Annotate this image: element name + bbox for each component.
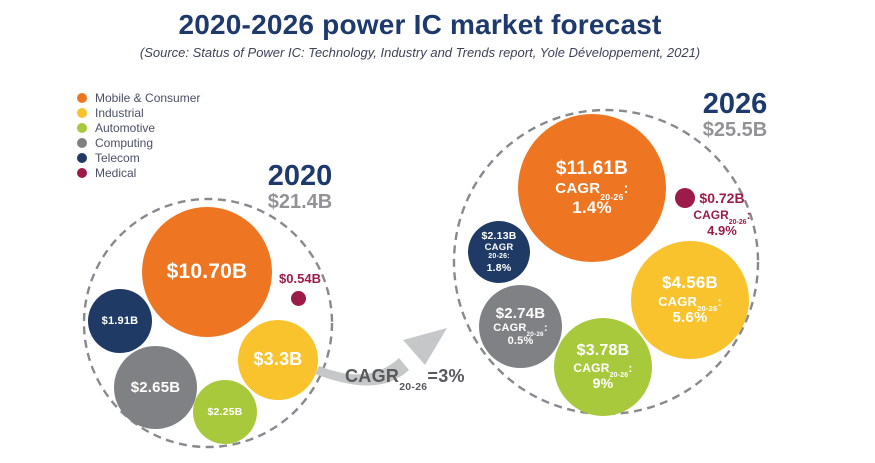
bubble-2026-industrial: $4.56B CAGR20-26: 5.6%	[631, 241, 749, 359]
page-subtitle: (Source: Status of Power IC: Technology,…	[139, 45, 701, 60]
bubble-value: $2.13B	[481, 229, 517, 242]
growth-arrow-icon	[315, 328, 447, 386]
bubble-2020-industrial: $3.3B	[238, 320, 318, 400]
legend-item-medical: Medical	[77, 165, 200, 180]
bubble-2026-medical	[675, 188, 695, 208]
bubble-cagr-value: 0.5%	[507, 335, 534, 348]
medical-2020-label: $0.54B	[279, 271, 321, 286]
legend-dot-icon	[77, 137, 87, 148]
bubble-cagr-title: CAGR20-26:	[493, 322, 548, 339]
bubble-cagr-value: 1.8%	[486, 261, 512, 274]
legend-item-telecom: Telecom	[77, 150, 200, 165]
bubble-cagr-title: CAGR20-26:	[555, 180, 629, 202]
legend-item-industrial: Industrial	[77, 105, 200, 120]
bubble-2026-automotive: $3.78B CAGR20-26: 9%	[554, 318, 652, 416]
legend-dot-icon	[77, 152, 87, 163]
bubble-2020-automotive: $2.25B	[193, 380, 257, 444]
year-2026-label: 2026	[702, 88, 768, 120]
legend-label: Computing	[95, 135, 154, 150]
dashed-ring-2020	[82, 197, 334, 449]
legend-label: Telecom	[95, 150, 140, 165]
legend-label: Industrial	[95, 105, 144, 120]
bubble-value: $3.3B	[253, 349, 303, 370]
bubble-value: $2.74B	[495, 304, 546, 322]
legend-dot-icon	[77, 167, 87, 178]
bubble-value: $2.25B	[207, 405, 243, 418]
legend-label: Medical	[95, 165, 137, 180]
dashed-ring-2026	[452, 108, 760, 416]
bubble-value: $3.78B	[576, 342, 630, 360]
bubble-value: $0.72B	[699, 190, 745, 206]
year-2020-label: 2020	[267, 160, 333, 192]
year-2020-total: $21.4B	[267, 191, 333, 213]
bubble-cagr-title: CAGR	[484, 242, 514, 254]
bubble-cagr-value: 9%	[592, 375, 614, 392]
bubble-2020-computing: $2.65B	[114, 346, 197, 429]
bubble-cagr-title: CAGR20-26:	[658, 293, 722, 314]
bubble-2020-mobile-consumer: $10.70B	[142, 207, 272, 337]
legend: Mobile & Consumer Industrial Automotive …	[77, 90, 200, 180]
bubble-value: $10.70B	[166, 259, 248, 283]
legend-item-automotive: Automotive	[77, 120, 200, 135]
bubble-cagr-title: CAGR20-26:	[573, 361, 633, 380]
bubble-cagr-value: 1.4%	[572, 198, 612, 218]
legend-dot-icon	[77, 122, 87, 133]
bubble-2020-medical	[291, 291, 306, 306]
bubble-2026-computing: $2.74B CAGR20-26: 0.5%	[479, 285, 562, 368]
bubble-value: $4.56B	[661, 273, 719, 293]
legend-label: Automotive	[95, 120, 156, 135]
bubble-cagr-value: 4.9%	[707, 222, 737, 238]
legend-label: Mobile & Consumer	[95, 90, 201, 105]
bubble-value: $2.65B	[130, 378, 181, 396]
bubble-2020-telecom: $1.91B	[88, 289, 152, 353]
page-title: 2020-2026 power IC market forecast	[178, 9, 662, 40]
overall-cagr-label: CAGR20-26=3%	[345, 366, 465, 393]
bubble-cagr-value: 5.6%	[672, 308, 708, 326]
bubble-2026-mobile-consumer: $11.61B CAGR20-26: 1.4%	[518, 114, 666, 262]
legend-dot-icon	[77, 107, 87, 118]
year-2026-total: $25.5B	[702, 119, 768, 141]
bubble-value: $11.61B	[555, 157, 629, 179]
legend-item-computing: Computing	[77, 135, 200, 150]
bubble-cagr-title: CAGR20-26:	[693, 207, 751, 226]
legend-item-mobile-consumer: Mobile & Consumer	[77, 90, 200, 105]
legend-dot-icon	[77, 92, 87, 103]
medical-2026-label: $0.72B CAGR20-26: 4.9%	[680, 190, 764, 239]
bubble-2026-telecom: $2.13B CAGR 20-26: 1.8%	[468, 221, 530, 283]
bubble-cagr-sub: 20-26:	[488, 253, 510, 261]
bubble-value: $1.91B	[101, 314, 139, 327]
